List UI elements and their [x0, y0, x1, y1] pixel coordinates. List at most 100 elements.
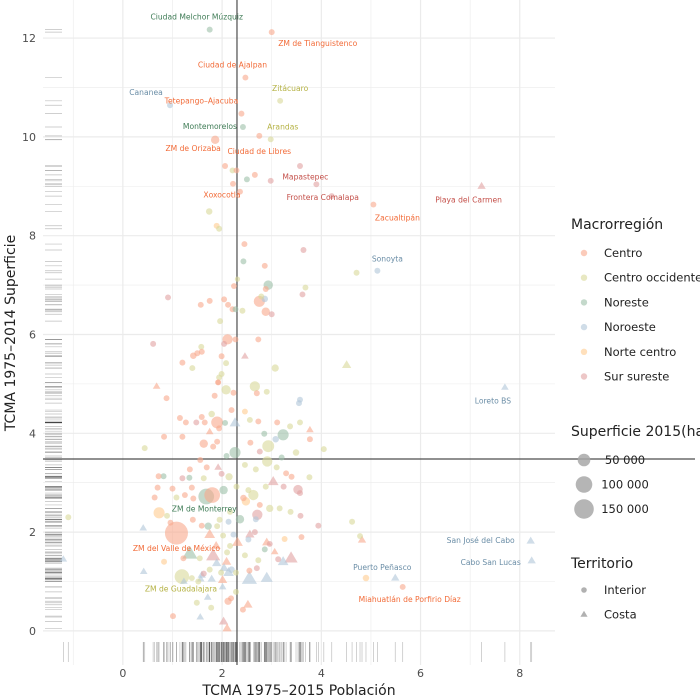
data-point-circle [169, 485, 176, 492]
data-point-circle [370, 201, 377, 208]
data-point-circle [221, 296, 228, 303]
data-point-circle [300, 247, 307, 253]
data-point-circle [228, 566, 235, 573]
point-label: Ciudad de Libres [228, 147, 292, 156]
data-point-circle [160, 473, 167, 480]
point-label: Xoxocotla [203, 191, 240, 200]
data-point-circle [297, 396, 303, 403]
data-point-circle [243, 176, 250, 183]
data-point-circle [141, 445, 148, 452]
legend-swatch-norte-centro [580, 348, 588, 355]
point-label: Puerto Peñasco [353, 563, 412, 572]
data-point-circle [179, 359, 186, 366]
legend-size-circle [575, 476, 593, 493]
point-label: Frontera Comalapa [287, 193, 359, 202]
point-label: Zitácuaro [272, 84, 309, 93]
grid [43, 0, 555, 665]
data-point-circle [277, 429, 289, 441]
data-point-circle [65, 514, 72, 521]
data-point-circle [272, 435, 279, 443]
data-point-circle [219, 485, 228, 495]
data-point-circle [218, 569, 225, 576]
legend-size-circle [574, 499, 594, 519]
point-label: ZM del Valle de México [133, 544, 221, 553]
data-point-circle [210, 135, 220, 145]
data-point-triangle [214, 463, 222, 470]
data-point-circle [205, 208, 213, 215]
data-point-triangle [139, 567, 148, 575]
data-point-circle [206, 566, 213, 573]
rug-marks [45, 29, 533, 662]
data-point-circle [252, 466, 259, 473]
data-point-circle [188, 484, 195, 491]
data-point-triangle [341, 360, 352, 369]
data-point-triangle [267, 476, 279, 486]
data-point-circle [221, 385, 231, 395]
data-point-circle [220, 532, 227, 539]
region-legend-title: Macrorregión [571, 217, 663, 233]
data-point-circle [216, 374, 223, 381]
data-point-circle [249, 381, 260, 392]
legend-label-size: 100 000 [601, 478, 649, 492]
data-point-circle [198, 343, 205, 350]
point-label: ZM de Monterrey [172, 505, 237, 514]
data-point-circle [253, 565, 260, 572]
x-tick-label: 0 [119, 667, 126, 680]
data-point-circle [281, 536, 288, 542]
data-point-circle [241, 408, 248, 415]
data-point-circle [261, 430, 268, 437]
point-labels: Ciudad Melchor Múzquiz ZM de Tianguistenc… [129, 13, 521, 604]
data-point-circle [255, 557, 262, 564]
data-point-circle [216, 425, 223, 432]
data-point-circle [228, 595, 235, 602]
data-point-circle [248, 489, 259, 501]
data-point-triangle [217, 575, 228, 583]
legend-swatch-noroeste [580, 323, 588, 331]
legend-label-territory: Interior [604, 583, 646, 597]
data-point-circle [190, 495, 197, 502]
data-point-triangle [306, 425, 314, 433]
data-point-triangle [241, 352, 249, 359]
legend-swatch-centro-occidente [580, 274, 588, 281]
data-point-circle [165, 294, 171, 301]
point-label: Ciudad Melchor Múzquiz [150, 13, 243, 22]
data-point-circle [357, 533, 363, 540]
data-point-circle [253, 390, 260, 397]
data-point-circle [196, 555, 203, 562]
data-point-circle [299, 291, 306, 298]
data-point-triangle [180, 577, 188, 584]
point-label: Sonoyta [372, 255, 403, 264]
data-point-circle [315, 522, 322, 529]
data-point-circle [193, 599, 200, 606]
data-point-circle [204, 487, 221, 503]
legend-label-region: Norte centro [604, 345, 676, 359]
data-point-circle [199, 439, 208, 448]
point-label: Mapastepec [282, 172, 328, 181]
data-point-circle [349, 518, 356, 525]
axis-ticks: 0 2 4 6 8 0 2 4 6 8 10 12 [22, 32, 523, 680]
data-point-triangle [222, 623, 232, 632]
data-point-circle [261, 262, 268, 269]
data-point-circle [302, 284, 309, 291]
data-point-circle [313, 181, 320, 188]
data-point-circle [374, 267, 381, 274]
y-tick-label: 12 [22, 32, 36, 45]
data-point-circle [182, 419, 189, 426]
data-point-circle [181, 492, 188, 499]
data-point-circle [161, 558, 168, 565]
data-point-triangle [477, 181, 486, 189]
data-point-triangle [152, 382, 161, 389]
y-tick-label: 0 [29, 625, 36, 638]
data-point-triangle [229, 417, 241, 427]
data-point-circle [225, 301, 232, 308]
data-point-triangle [219, 563, 229, 572]
data-point-circle [298, 534, 305, 541]
y-tick-label: 8 [29, 230, 36, 243]
data-point-circle [189, 365, 196, 372]
data-point-circle [198, 348, 205, 355]
data-point-circle [238, 110, 245, 117]
data-point-circle [239, 307, 246, 314]
data-point-circle [268, 29, 275, 36]
data-point-triangle [211, 541, 221, 549]
data-point-circle [233, 588, 239, 595]
